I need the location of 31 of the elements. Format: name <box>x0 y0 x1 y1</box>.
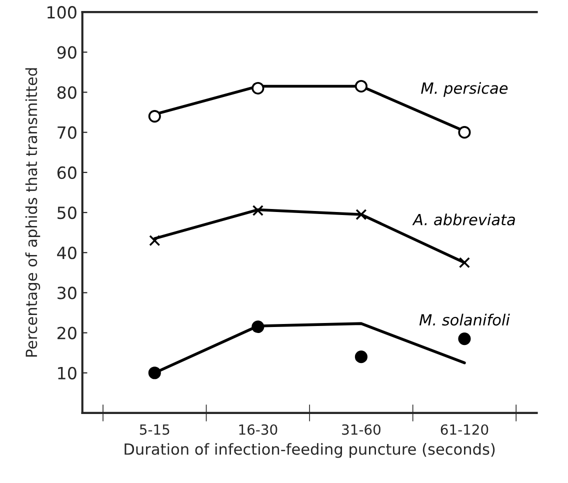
y-tick-label: 90 <box>57 46 76 59</box>
y-tick-label: 80 <box>57 86 76 99</box>
point <box>458 126 471 139</box>
point <box>354 80 368 93</box>
y-tick-label: 40 <box>57 246 76 260</box>
y-tick-label: 30 <box>58 286 76 300</box>
x-tick-label: 31-60 <box>342 424 380 435</box>
y-tick-label: 100 <box>48 6 76 19</box>
point <box>252 82 264 95</box>
point <box>252 320 264 334</box>
x-axis-title: Duration of infection-feeding puncture (seconds) <box>124 443 495 458</box>
point <box>252 204 264 216</box>
x-tick-label: 61-120 <box>440 424 488 435</box>
series-label: A. abbreviata <box>412 214 515 226</box>
point <box>148 366 161 380</box>
point <box>458 257 470 268</box>
series-label: M. solanifoli <box>419 314 510 326</box>
y-tick-label: 50 <box>58 206 76 220</box>
y-tick-label: 10 <box>58 366 76 380</box>
point <box>148 110 161 123</box>
series-label: M. persicae <box>421 82 508 97</box>
point <box>458 332 471 346</box>
point <box>356 208 367 220</box>
y-tick-label: 60 <box>57 166 76 179</box>
point <box>354 350 368 364</box>
y-tick-label: 20 <box>58 326 76 340</box>
x-tick-label: 5-15 <box>140 424 170 435</box>
y-tick-label: 70 <box>58 126 76 139</box>
y-axis-title: Percentage of aphids that transmitted <box>25 68 40 357</box>
point <box>149 235 160 246</box>
x-tick-label: 16-30 <box>239 424 278 435</box>
